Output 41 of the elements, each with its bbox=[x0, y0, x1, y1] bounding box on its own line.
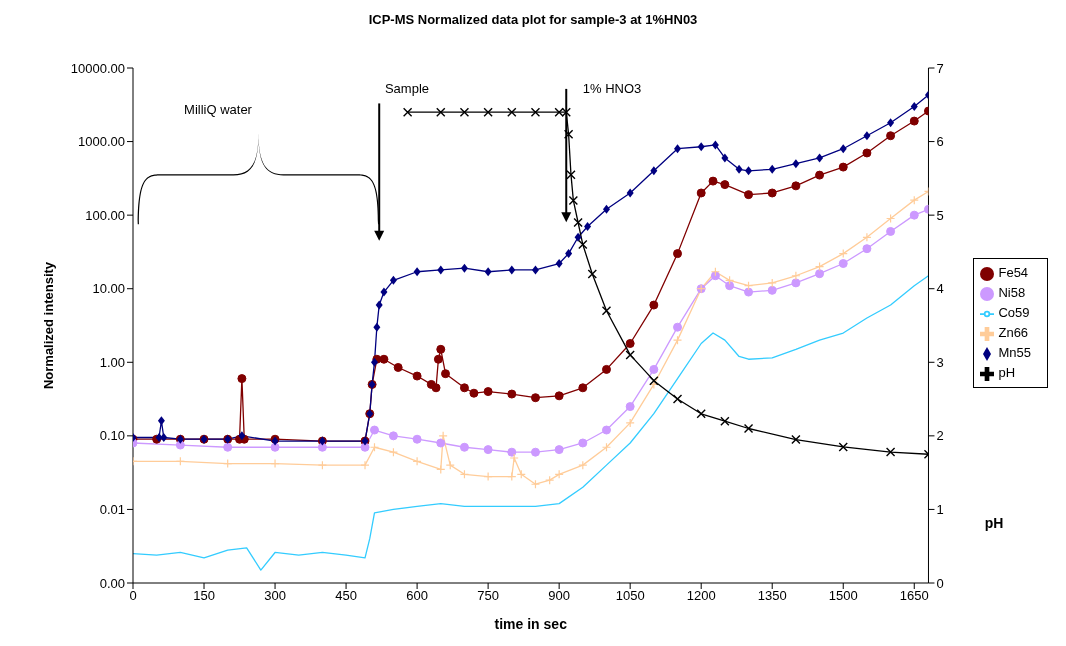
y2-tick-label: 5 bbox=[936, 207, 944, 223]
y-tick-label: 0.01 bbox=[99, 502, 125, 518]
y-tick-label: 1000.00 bbox=[78, 134, 125, 150]
y2-tick-label: 1 bbox=[936, 502, 944, 518]
x-tick-label: 900 bbox=[548, 588, 570, 604]
y-tick-label: 10.00 bbox=[92, 281, 125, 297]
legend-label: Ni58 bbox=[998, 285, 1026, 300]
x-tick-label: 1650 bbox=[899, 588, 929, 604]
y2-axis-title: pH bbox=[984, 515, 1004, 531]
x-tick-label: 300 bbox=[264, 588, 286, 604]
y-axis-title: Normalized intensity bbox=[40, 261, 56, 390]
legend-label: Co59 bbox=[998, 305, 1030, 320]
y2-tick-label: 3 bbox=[936, 354, 944, 370]
x-tick-label: 1350 bbox=[757, 588, 787, 604]
y-tick-label: 1.00 bbox=[99, 354, 125, 370]
legend-label: Mn55 bbox=[998, 345, 1031, 360]
x-tick-label: 1500 bbox=[828, 588, 858, 604]
y-tick-label: 0.10 bbox=[99, 428, 125, 444]
legend-label: pH bbox=[998, 365, 1016, 380]
y-tick-label: 100.00 bbox=[85, 207, 125, 223]
legend-label: Zn66 bbox=[998, 325, 1029, 340]
y2-tick-label: 6 bbox=[936, 134, 944, 150]
x-tick-label: 600 bbox=[406, 588, 428, 604]
x-tick-label: 1200 bbox=[686, 588, 716, 604]
y2-tick-label: 2 bbox=[936, 428, 944, 444]
annotation: MilliQ water bbox=[183, 102, 253, 117]
annotation: 1% HNO3 bbox=[581, 81, 643, 96]
y2-tick-label: 4 bbox=[936, 281, 944, 297]
y-tick-label: 10000.00 bbox=[70, 60, 125, 76]
annotation: Sample bbox=[383, 81, 431, 96]
x-tick-label: 150 bbox=[193, 588, 215, 604]
x-tick-label: 750 bbox=[477, 588, 499, 604]
legend-label: Fe54 bbox=[998, 265, 1029, 280]
x-tick-label: 0 bbox=[129, 588, 137, 604]
y2-tick-label: 7 bbox=[936, 60, 944, 76]
x-tick-label: 1050 bbox=[615, 588, 645, 604]
x-tick-label: 450 bbox=[335, 588, 357, 604]
x-axis-title: time in sec bbox=[494, 616, 568, 632]
y-tick-label: 0.00 bbox=[99, 575, 125, 591]
y2-tick-label: 0 bbox=[936, 575, 944, 591]
chart-title: ICP-MS Normalized data plot for sample-3 at 1%HN03 bbox=[367, 12, 699, 27]
